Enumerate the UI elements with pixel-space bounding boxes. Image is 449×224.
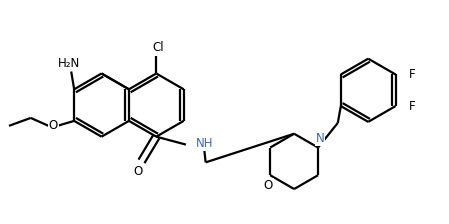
Text: O: O	[264, 179, 273, 192]
Text: O: O	[49, 119, 58, 132]
Text: NH: NH	[196, 137, 213, 150]
Text: Cl: Cl	[153, 41, 164, 54]
Text: F: F	[409, 100, 415, 113]
Text: F: F	[409, 68, 415, 81]
Text: N: N	[316, 132, 325, 145]
Text: O: O	[133, 165, 142, 178]
Text: H₂N: H₂N	[58, 57, 80, 70]
